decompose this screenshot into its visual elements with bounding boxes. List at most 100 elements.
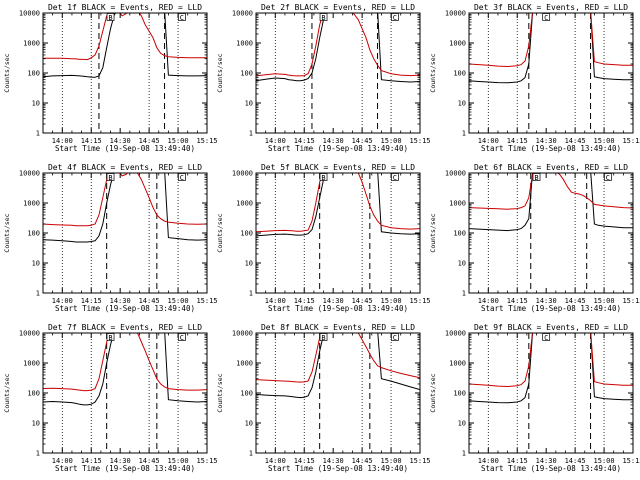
panel-9-xtick-label: 14:00: [478, 457, 499, 465]
panel-7-ytick-label: 1: [36, 450, 40, 458]
panel-9-ytick-label: 1000: [449, 360, 466, 368]
panel-2-xlabel: Start Time (19-Sep-08 13:49:40): [268, 144, 408, 153]
panel-6-ytick-label: 100: [453, 230, 466, 238]
panel-1-marker-label: B: [108, 14, 112, 22]
panel-5-title: Det 5f BLACK = Events, RED = LLD: [261, 163, 415, 172]
panel-8-frame: [255, 332, 421, 454]
panel-8-marker-label: C: [393, 334, 397, 342]
panel-6-xtick-label: 14:15: [507, 297, 528, 305]
panel-4-title: Det 4f BLACK = Events, RED = LLD: [48, 163, 202, 172]
panel-7-lld-series: [43, 333, 207, 392]
panel-5-lld-series: [256, 173, 420, 233]
panel-8-ytick-label: 10: [245, 420, 253, 428]
panel-3-xtick-label: 15:00: [594, 137, 615, 145]
panel-4-lld-series: [43, 173, 207, 227]
panel-9-marker-box: [542, 333, 551, 341]
panel-9-ytick-label: 10: [458, 420, 466, 428]
panel-7-marker-box: [106, 333, 115, 341]
panel-6-xtick-label: 14:00: [478, 297, 499, 305]
panel-2-xtick-label: 14:30: [323, 137, 344, 145]
panel-1-xtick-label: 14:30: [110, 137, 131, 145]
panel-9-xtick-label: 15:00: [594, 457, 615, 465]
panel-7-ytick-label: 10000: [19, 330, 40, 338]
panel-7-ytick-label: 100: [27, 390, 40, 398]
panel-8-lld-series: [256, 333, 420, 383]
panel-7-marker-box: [178, 333, 186, 341]
panel-2-events-series: [256, 13, 420, 83]
panel-6-ytick-label: 1000: [449, 200, 466, 208]
panel-3-marker-box: [542, 13, 551, 21]
panel-2-ytick-label: 1000: [236, 40, 253, 48]
panel-9: Det 9f BLACK = Events, RED = LLD Counts/s…: [429, 323, 640, 473]
panel-7-title: Det 7f BLACK = Events, RED = LLD: [48, 323, 202, 332]
panel-1-ytick-label: 1000: [23, 40, 40, 48]
panel-9-events-series: [469, 333, 633, 404]
panel-2-marker-box: [319, 13, 328, 21]
panel-3-xtick-label: 14:45: [565, 137, 586, 145]
panel-9-lld-series: [469, 333, 633, 388]
panel-5-events-series: [256, 173, 420, 237]
panel-7-xlabel: Start Time (19-Sep-08 13:49:40): [55, 464, 195, 473]
panel-2-ytick-label: 10000: [232, 10, 253, 18]
panel-2-frame: [255, 12, 421, 134]
panel-1-xlabel: Start Time (19-Sep-08 13:49:40): [55, 144, 195, 153]
panel-4-frame: [42, 172, 208, 294]
panel-8-events-series: [256, 333, 420, 399]
panel-8-ytick-label: 1: [249, 450, 253, 458]
panel-1-lld-series: [43, 13, 207, 61]
panel-8-xlabel: Start Time (19-Sep-08 13:49:40): [268, 464, 408, 473]
panel-4-ytick-label: 10000: [19, 170, 40, 178]
panel-6-xlabel: Start Time (19-Sep-08 13:49:40): [481, 304, 621, 313]
panel-9-title: Det 9f BLACK = Events, RED = LLD: [474, 323, 628, 332]
panel-5-ylabel: Counts/sec: [216, 213, 224, 252]
panel-5-marker-box: [319, 173, 328, 181]
panel-7-xtick-label: 14:15: [81, 457, 102, 465]
panel-5-marker-label: B: [321, 174, 325, 182]
panel-1-ylabel: Counts/sec: [3, 53, 11, 92]
panel-1-xtick-label: 14:45: [139, 137, 160, 145]
panel-4-marker-label: B: [108, 174, 112, 182]
panel-6-events-series: [469, 173, 633, 232]
panel-7-xtick-label: 15:00: [168, 457, 189, 465]
panel-4-xtick-label: 15:00: [168, 297, 189, 305]
panel-4-ytick-label: 1: [36, 290, 40, 298]
panel-1-ytick-label: 10000: [19, 10, 40, 18]
panel-9-xtick-label: 14:30: [536, 457, 557, 465]
panel-7-marker-label: C: [180, 334, 184, 342]
panel-4-xtick-label: 15:15: [196, 297, 217, 305]
panel-4: Det 4f BLACK = Events, RED = LLD Counts/s…: [3, 163, 218, 313]
panel-3-xlabel: Start Time (19-Sep-08 13:49:40): [481, 144, 621, 153]
panel-4-events-series: [43, 173, 207, 243]
panel-9-ylabel: Counts/sec: [429, 373, 437, 412]
panel-2-title: Det 2f BLACK = Events, RED = LLD: [261, 3, 415, 12]
panel-1-title: Det 1f BLACK = Events, RED = LLD: [48, 3, 202, 12]
panel-8-marker-box: [391, 333, 399, 341]
panel-2-ytick-label: 100: [240, 70, 253, 78]
panel-1-ytick-label: 10: [32, 100, 40, 108]
panel-7-ylabel: Counts/sec: [3, 373, 11, 412]
panel-7-ytick-label: 1000: [23, 360, 40, 368]
panel-6-frame: [468, 172, 634, 294]
panel-7: Det 7f BLACK = Events, RED = LLD Counts/s…: [3, 323, 218, 473]
panel-4-ytick-label: 1000: [23, 200, 40, 208]
panel-6-title: Det 6f BLACK = Events, RED = LLD: [474, 163, 628, 172]
panel-5: Det 5f BLACK = Events, RED = LLD Counts/s…: [216, 163, 431, 313]
panel-1-xtick-label: 15:00: [168, 137, 189, 145]
panel-7-ytick-label: 10: [32, 420, 40, 428]
panel-6-ytick-label: 1: [462, 290, 466, 298]
panel-8-xtick-label: 14:30: [323, 457, 344, 465]
panel-3-xtick-label: 14:00: [478, 137, 499, 145]
panel-1-xtick-label: 15:15: [196, 137, 217, 145]
panel-2-xtick-label: 15:15: [409, 137, 430, 145]
panel-1-frame: [42, 12, 208, 134]
panel-5-xtick-label: 15:15: [409, 297, 430, 305]
panel-6-marker-label: C: [606, 174, 610, 182]
panel-9-ytick-label: 10000: [445, 330, 466, 338]
panel-5-xtick-label: 14:30: [323, 297, 344, 305]
panel-3-lld-series: [469, 13, 633, 68]
panel-2-xtick-label: 14:15: [294, 137, 315, 145]
panel-5-ytick-label: 10: [245, 260, 253, 268]
panel-3-xtick-label: 15:15: [622, 137, 640, 145]
panel-6-ylabel: Counts/sec: [429, 213, 437, 252]
panel-1: Det 1f BLACK = Events, RED = LLD Counts/s…: [3, 3, 218, 153]
